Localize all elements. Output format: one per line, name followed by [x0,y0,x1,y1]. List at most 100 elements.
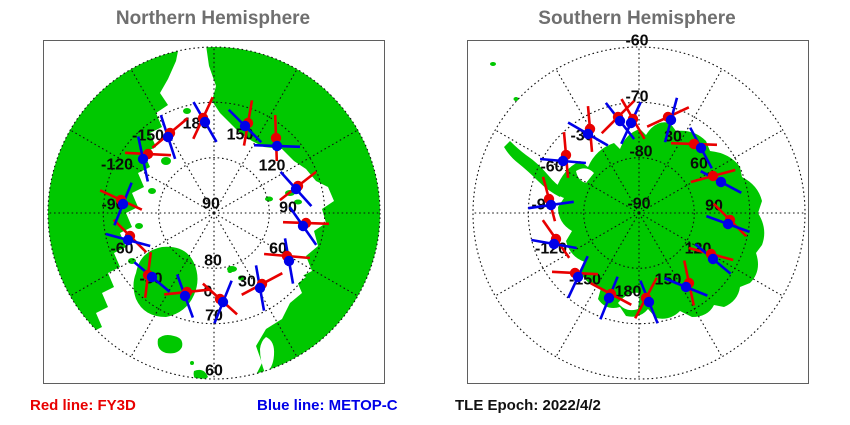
metopc-position-dot [665,114,677,126]
latitude-label: -90 [627,196,650,213]
landmass [193,369,208,379]
metopc-position-dot [137,153,149,165]
latitude-label: 90 [202,196,220,213]
north-land-layer [48,47,380,379]
satellite-cluster [551,255,599,299]
longitude-label: 60 [690,156,708,173]
metopc-position-dot [162,131,174,143]
latitude-label: -80 [629,144,652,161]
satellite-cluster [670,127,718,169]
metopc-position-dot [603,292,615,304]
north-map-canvas: 908070600306090120150180-150-120-90-60-3… [47,46,381,380]
satellite-cluster [634,277,659,324]
island [227,269,233,273]
satellite-cluster [531,219,577,259]
water-body [290,269,306,285]
meridian-ray [638,212,784,297]
metopc-position-dot [283,255,295,267]
metopc-position-dot [614,115,626,127]
latitude-ring [47,46,381,380]
satellite-cluster [253,114,301,162]
longitude-label: -60 [540,159,563,176]
satellite-cluster [279,170,317,207]
satellite-cluster [688,243,734,275]
meridian-ray [638,129,784,214]
satellite-cluster [567,105,609,153]
island [265,196,273,202]
satellite-cluster [133,252,171,298]
metopc-position-dot [290,183,302,195]
latitude-ring [583,157,695,269]
metopc-position-dot [239,120,251,132]
meridian-ray [213,212,359,297]
metopc-position-dot [146,271,158,283]
satellite-cluster [163,273,211,319]
metopc-position-dot [707,253,719,265]
longitude-label: -120 [101,157,133,174]
island [238,275,244,281]
meridian-ray [213,129,359,214]
water-body [260,337,275,373]
meridian-ray [69,212,215,297]
landmass [504,141,564,197]
meridian-ray [555,68,640,214]
satellite-cluster [590,276,632,320]
fy3d-position-dot [270,132,282,144]
metopc-position-dot [179,290,191,302]
longitude-label: 30 [238,274,256,291]
north-graticule [47,46,381,380]
island [190,361,194,365]
metopc-position-dot [643,296,655,308]
satellite-cluster [124,136,172,182]
island [148,188,156,194]
south-hemisphere-map: -60-70-80-90306090120150180-150-120-90-6… [467,33,809,384]
latitude-label: 60 [205,363,223,380]
satellite-cluster [690,168,742,194]
meridian-ray [638,68,723,214]
island [135,223,143,229]
north-hemisphere-map: 908070600306090120150180-150-120-90-60-3… [43,40,385,384]
meridian-ray [494,129,640,214]
metopc-position-dot [217,296,229,308]
satellite-cluster [192,96,218,143]
longitude-label: 120 [259,158,286,175]
legend-metopc: Blue line: METOP-C [257,397,398,414]
satellite-cluster [227,100,263,146]
landmass [204,47,380,379]
metopc-position-dot [199,116,211,128]
latitude-ring [472,46,806,380]
latitude-label: 80 [204,253,222,270]
satellite-cluster [705,202,751,238]
south-satellites [528,97,751,324]
meridian-ray [494,212,640,297]
satellite-cluster [646,97,690,143]
satellite-cluster [664,260,708,306]
metopc-position-dot [545,199,557,211]
legend-tle-epoch: TLE Epoch: 2022/4/2 [455,397,601,414]
latitude-label: -60 [625,33,648,50]
metopc-position-dot [271,140,283,152]
metopc-position-dot [297,220,309,232]
satellite-cluster [620,98,646,145]
longitude-label: 60 [269,241,287,258]
metopc-position-dot [715,176,727,188]
satellite-cluster [241,265,283,311]
satellite-cluster [528,176,574,222]
metopc-position-dot [680,281,692,293]
island [161,157,171,165]
metopc-position-dot [625,117,637,129]
north-satellites [99,96,330,324]
south-map-canvas: -60-70-80-90306090120150180-150-120-90-6… [472,33,806,380]
island [490,62,496,66]
latitude-label: -70 [625,89,648,106]
satellite-cluster [263,238,311,284]
metopc-position-dot [122,234,134,246]
water-body [618,292,640,311]
landmass [157,335,183,354]
north-labels: 908070600306090120150180-150-120-90-60-3… [101,116,297,380]
satellite-cluster [99,182,143,226]
island [513,97,519,101]
latitude-ring [158,157,270,269]
longitude-label: 180 [615,284,642,301]
